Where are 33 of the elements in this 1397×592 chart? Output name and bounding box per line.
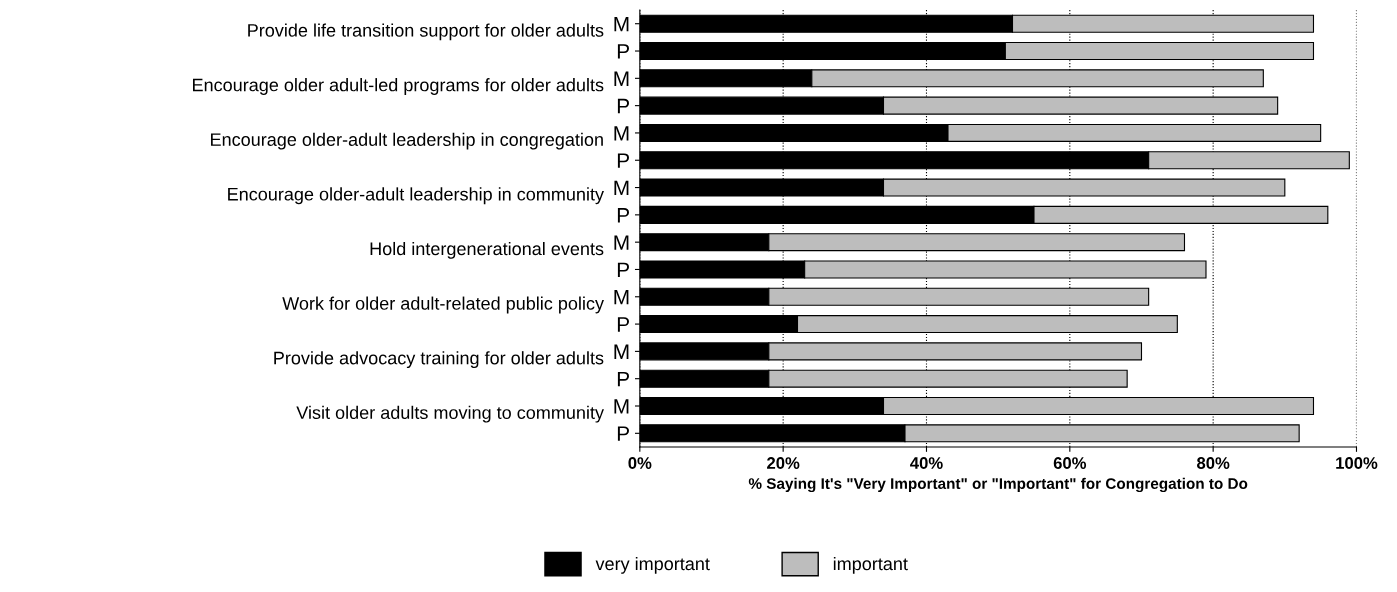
y-tick-label: P <box>617 317 629 332</box>
x-axis-title: % Saying It's "Very Important" or "Important" for Congregation to Do <box>748 477 1248 493</box>
text: Hold intergenerational events <box>370 241 604 259</box>
text: Encourage older-adult leadership in community <box>228 187 604 205</box>
x-tick-label: 60% <box>1053 457 1087 469</box>
y-tick-label: M <box>614 71 629 86</box>
y-tick-label: P <box>617 153 629 168</box>
y-tick-label: P <box>617 426 629 441</box>
y-tick-label: P <box>617 262 629 278</box>
text: Visit older adults moving to community <box>296 405 604 423</box>
y-tick-label: M <box>614 180 629 196</box>
x-tick-label: 80% <box>1197 457 1230 469</box>
y-tick-label: M <box>614 16 629 32</box>
text: Work for older adult-related public policy <box>282 296 604 314</box>
text: Encourage older adult-led programs for older adults <box>193 78 604 95</box>
y-tick-label: M <box>614 344 629 359</box>
y-tick-label: P <box>617 44 629 59</box>
x-tick-label: 20% <box>767 457 800 469</box>
y-tick-label: M <box>614 126 629 141</box>
x-tick-label: 0% <box>628 457 652 469</box>
text: Provide advocacy training for older adults <box>274 351 604 368</box>
legend-label: important <box>833 556 908 574</box>
x-tick-label: 40% <box>910 457 943 469</box>
x-tick-label: 100% <box>1336 457 1378 469</box>
y-tick-label: M <box>614 235 629 250</box>
y-tick-label: P <box>617 371 629 387</box>
legend-label: very important <box>595 556 710 574</box>
y-tick-label: M <box>614 399 629 414</box>
text: Provide life transition support for older adults <box>248 23 604 41</box>
y-tick-label: P <box>617 98 629 114</box>
text: Encourage older-adult leadership in congregation <box>211 132 603 150</box>
y-tick-label: P <box>617 208 629 223</box>
y-tick-label: M <box>614 289 629 305</box>
